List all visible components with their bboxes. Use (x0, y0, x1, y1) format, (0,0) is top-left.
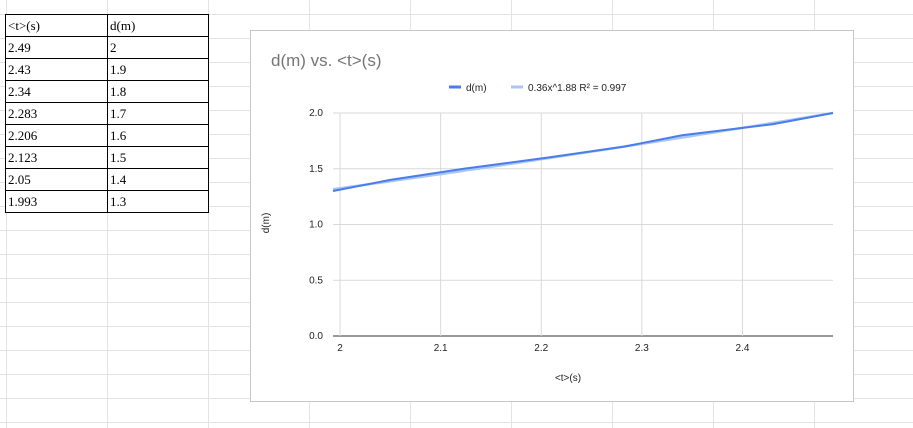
x-tick-label: 2.2 (534, 343, 548, 354)
y-tick-label: 2.0 (309, 108, 323, 119)
header-cell-distance[interactable]: d(m) (107, 14, 209, 37)
legend-label-trendline: 0.36x^1.88 R² = 0.997 (528, 83, 627, 94)
distance-cell[interactable]: 1.4 (107, 168, 209, 191)
chart-title: d(m) vs. <t>(s) (271, 51, 382, 70)
x-tick-label: 2.3 (635, 343, 649, 354)
time-cell[interactable]: 2.05 (5, 168, 108, 191)
distance-cell[interactable]: 1.9 (107, 58, 209, 81)
table-row: 2.123 1.5 (5, 146, 209, 169)
y-tick-label: 1.0 (309, 220, 323, 231)
embedded-chart[interactable]: d(m) vs. <t>(s) d(m) 0.36x^1.88 R² = 0.9… (250, 30, 854, 402)
table-row: 1.993 1.3 (5, 190, 209, 213)
time-cell[interactable]: 2.283 (5, 102, 108, 125)
time-cell[interactable]: 2.49 (5, 36, 108, 59)
y-axis-ticks: 0.0 0.5 1.0 1.5 2.0 (309, 108, 323, 342)
legend-label-data: d(m) (466, 83, 487, 94)
distance-cell[interactable]: 1.8 (107, 80, 209, 103)
time-cell[interactable]: 1.993 (5, 190, 108, 213)
distance-cell[interactable]: 1.5 (107, 146, 209, 169)
table-row: 2.206 1.6 (5, 124, 209, 147)
x-axis-ticks: 2 2.1 2.2 2.3 2.4 (337, 343, 750, 354)
distance-cell[interactable]: 1.6 (107, 124, 209, 147)
data-series-line (332, 112, 834, 192)
distance-cell[interactable]: 1.3 (107, 190, 209, 213)
chart-gridlines (333, 112, 833, 337)
x-tick-label: 2.4 (736, 343, 750, 354)
y-tick-label: 0.5 (309, 275, 323, 286)
table-header-row: <t>(s) d(m) (5, 14, 209, 37)
table-row: 2.283 1.7 (5, 102, 209, 125)
x-axis-label: <t>(s) (555, 373, 581, 384)
x-tick-label: 2.1 (434, 343, 448, 354)
table-row: 2.05 1.4 (5, 168, 209, 191)
table-row: 2.43 1.9 (5, 58, 209, 81)
table-row: 2.34 1.8 (5, 80, 209, 103)
time-cell[interactable]: 2.123 (5, 146, 108, 169)
distance-cell[interactable]: 2 (107, 36, 209, 59)
time-cell[interactable]: 2.206 (5, 124, 108, 147)
y-tick-label: 0.0 (309, 331, 323, 342)
y-tick-label: 1.5 (309, 164, 323, 175)
time-cell[interactable]: 2.34 (5, 80, 108, 103)
table-row: 2.49 2 (5, 36, 209, 59)
distance-cell[interactable]: 1.7 (107, 102, 209, 125)
time-cell[interactable]: 2.43 (5, 58, 108, 81)
chart-series (332, 111, 834, 192)
y-axis-label: d(m) (261, 213, 272, 234)
chart-legend: d(m) 0.36x^1.88 R² = 0.997 (449, 83, 627, 94)
x-tick-label: 2 (337, 343, 343, 354)
data-table: <t>(s) d(m) 2.49 2 2.43 1.9 2.34 1.8 2.2… (5, 14, 209, 213)
header-cell-time[interactable]: <t>(s) (5, 14, 108, 37)
